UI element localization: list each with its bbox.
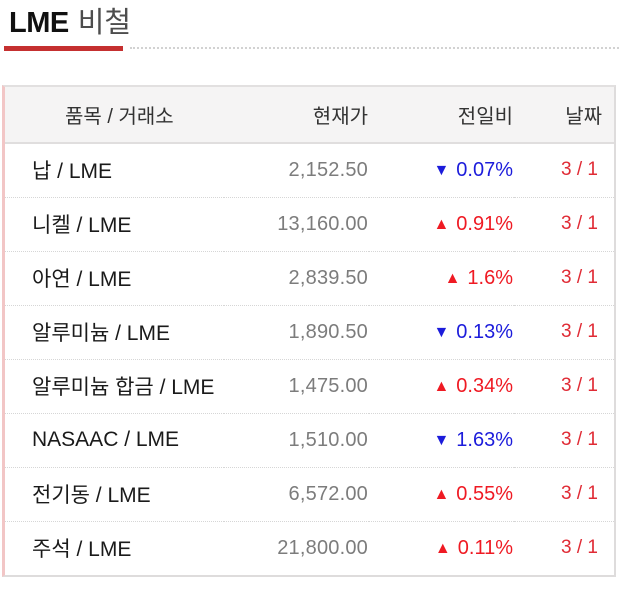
change-cell: ▼ 0.07% bbox=[369, 143, 514, 197]
change-cell: ▼ 0.13% bbox=[369, 304, 514, 359]
change-cell: ▲ 0.91% bbox=[369, 196, 514, 251]
item-cell: 전기동 / LME bbox=[5, 466, 224, 521]
date-cell: 3 / 1 bbox=[514, 304, 614, 359]
change-arrow-icon: ▼ bbox=[433, 323, 450, 341]
header-date: 날짜 bbox=[514, 87, 614, 144]
change-cell: ▲ 0.34% bbox=[369, 358, 514, 413]
change-pct: 1.63% bbox=[456, 428, 513, 451]
header-current-price: 현재가 bbox=[224, 87, 369, 144]
header-day-change: 전일비 bbox=[369, 87, 514, 144]
change-cell: ▲ 0.11% bbox=[369, 520, 514, 575]
date-cell: 3 / 1 bbox=[514, 520, 614, 575]
prices-table: 품목 / 거래소 현재가 전일비 날짜 납 / LME 2,152.50 ▼ 0.… bbox=[5, 87, 614, 575]
change-arrow-icon: ▲ bbox=[433, 377, 450, 395]
price-cell: 21,800.00 bbox=[224, 520, 369, 575]
change-pct: 0.07% bbox=[456, 158, 513, 181]
title-underline-accent bbox=[4, 45, 123, 51]
item-cell: 주석 / LME bbox=[5, 520, 224, 575]
item-cell: 납 / LME bbox=[5, 143, 224, 197]
date-cell: 3 / 1 bbox=[514, 250, 614, 305]
page-title-sub: 비철 bbox=[77, 7, 132, 39]
item-cell: 알루미늄 / LME bbox=[5, 304, 224, 359]
title-underline-dotted bbox=[130, 47, 619, 49]
table-row: 아연 / LME 2,839.50 ▲ 1.6% 3 / 1 bbox=[5, 250, 614, 305]
date-cell: 3 / 1 bbox=[514, 358, 614, 413]
change-pct: 1.6% bbox=[467, 266, 513, 289]
change-pct: 0.55% bbox=[456, 482, 513, 505]
price-cell: 1,890.50 bbox=[224, 304, 369, 359]
table-row: 니켈 / LME 13,160.00 ▲ 0.91% 3 / 1 bbox=[5, 196, 614, 251]
page-title-main: LME bbox=[9, 7, 69, 39]
change-cell: ▼ 1.63% bbox=[369, 412, 514, 467]
change-cell: ▲ 1.6% bbox=[369, 250, 514, 305]
item-cell: 아연 / LME bbox=[5, 250, 224, 305]
change-arrow-icon: ▼ bbox=[433, 431, 450, 449]
price-cell: 1,475.00 bbox=[224, 358, 369, 413]
change-arrow-icon: ▲ bbox=[433, 485, 450, 503]
title-underline bbox=[4, 45, 619, 51]
table-row: NASAAC / LME 1,510.00 ▼ 1.63% 3 / 1 bbox=[5, 412, 614, 467]
table-row: 전기동 / LME 6,572.00 ▲ 0.55% 3 / 1 bbox=[5, 466, 614, 521]
table-header-row: 품목 / 거래소 현재가 전일비 날짜 bbox=[5, 87, 614, 144]
table-row: 알루미늄 합금 / LME 1,475.00 ▲ 0.34% 3 / 1 bbox=[5, 358, 614, 413]
table-row: 납 / LME 2,152.50 ▼ 0.07% 3 / 1 bbox=[5, 143, 614, 197]
change-arrow-icon: ▼ bbox=[433, 161, 450, 179]
date-cell: 3 / 1 bbox=[514, 143, 614, 197]
prices-table-container: 품목 / 거래소 현재가 전일비 날짜 납 / LME 2,152.50 ▼ 0.… bbox=[2, 85, 616, 577]
change-pct: 0.13% bbox=[456, 320, 513, 343]
change-pct: 0.34% bbox=[456, 374, 513, 397]
price-cell: 6,572.00 bbox=[224, 466, 369, 521]
change-pct: 0.11% bbox=[457, 536, 513, 559]
table-row: 주석 / LME 21,800.00 ▲ 0.11% 3 / 1 bbox=[5, 520, 614, 575]
change-arrow-icon: ▲ bbox=[434, 539, 451, 557]
date-cell: 3 / 1 bbox=[514, 196, 614, 251]
table-row: 알루미늄 / LME 1,890.50 ▼ 0.13% 3 / 1 bbox=[5, 304, 614, 359]
price-cell: 2,839.50 bbox=[224, 250, 369, 305]
price-cell: 1,510.00 bbox=[224, 412, 369, 467]
date-cell: 3 / 1 bbox=[514, 412, 614, 467]
change-cell: ▲ 0.55% bbox=[369, 466, 514, 521]
change-arrow-icon: ▲ bbox=[433, 215, 450, 233]
price-cell: 13,160.00 bbox=[224, 196, 369, 251]
date-cell: 3 / 1 bbox=[514, 466, 614, 521]
change-arrow-icon: ▲ bbox=[444, 269, 461, 287]
change-pct: 0.91% bbox=[456, 212, 513, 235]
price-cell: 2,152.50 bbox=[224, 143, 369, 197]
item-cell: 알루미늄 합금 / LME bbox=[5, 358, 224, 413]
header-item-exchange: 품목 / 거래소 bbox=[5, 87, 224, 144]
page-title: LME 비철 bbox=[0, 0, 619, 41]
item-cell: 니켈 / LME bbox=[5, 196, 224, 251]
item-cell: NASAAC / LME bbox=[5, 412, 224, 467]
